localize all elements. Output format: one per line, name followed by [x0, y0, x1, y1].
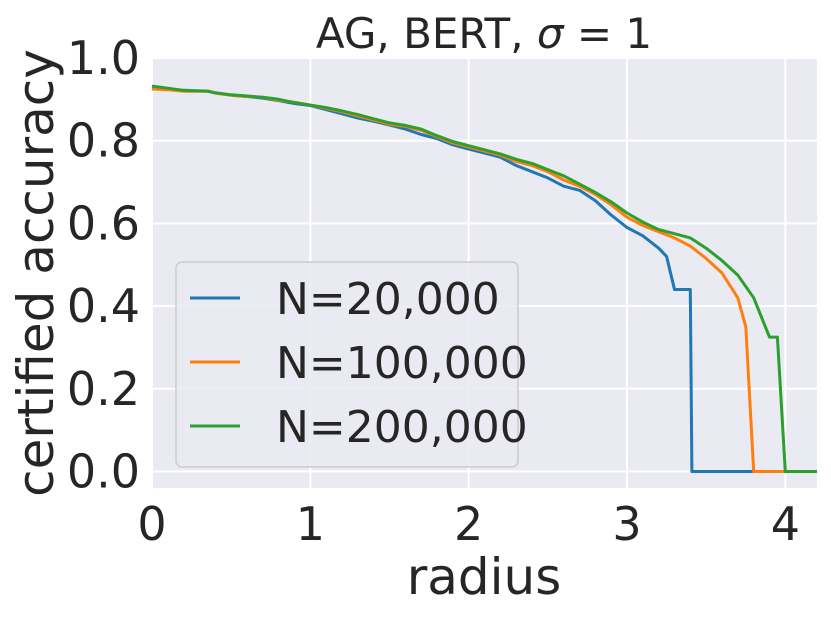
legend-frame: [175, 261, 519, 468]
tick-labels: 0 1 2 3 4 0.0 0.2 0.4 0.6 0.8 1.0: [67, 31, 800, 551]
legend-label: N=20,000: [276, 274, 500, 325]
x-tick-label: 3: [612, 497, 641, 551]
y-tick-label: 0.2: [67, 362, 140, 416]
legend-label: N=100,000: [276, 338, 528, 389]
x-tick-label: 2: [454, 497, 483, 551]
legend: N=20,000 N=100,000 N=200,000: [175, 261, 528, 468]
y-tick-label: 0.8: [67, 114, 140, 168]
x-tick-label: 1: [296, 497, 325, 551]
y-tick-label: 1.0: [67, 31, 140, 85]
legend-label: N=200,000: [276, 402, 528, 453]
x-tick-label: 4: [771, 497, 800, 551]
y-tick-label: 0.4: [67, 279, 140, 333]
y-tick-label: 0.0: [67, 444, 140, 498]
chart-title: AG, BERT, σ = 1: [316, 9, 652, 58]
x-axis-label: radius: [407, 548, 562, 606]
y-tick-label: 0.6: [67, 196, 140, 250]
y-axis-label: certified accuracy: [7, 49, 65, 497]
series-line-3: [151, 84, 817, 473]
x-tick-label: 0: [137, 497, 166, 551]
series-lines: [151, 84, 817, 473]
